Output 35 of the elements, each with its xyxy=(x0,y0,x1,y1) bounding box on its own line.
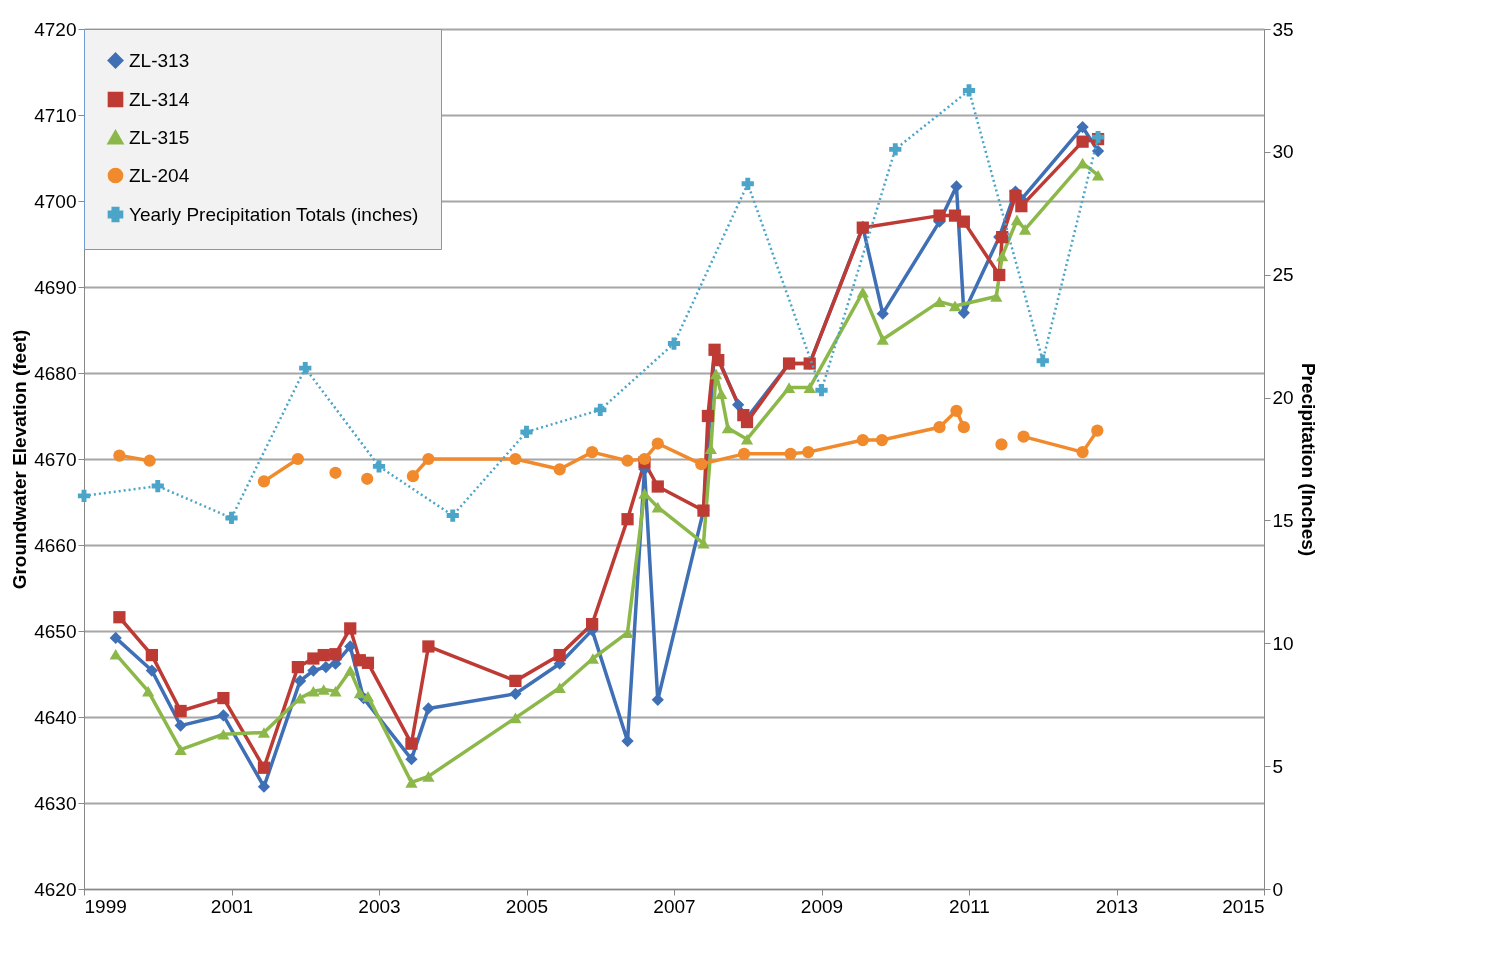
y-tick-label: 4630 xyxy=(34,792,77,814)
y-tick-label: 4650 xyxy=(34,620,77,642)
x-tick-label: 2015 xyxy=(1222,895,1265,917)
x-tick-label: 2005 xyxy=(505,895,549,917)
y2-tick-label: 20 xyxy=(1272,387,1294,409)
y2-tick-label: 30 xyxy=(1272,141,1294,163)
legend-label: ZL-313 xyxy=(129,49,190,71)
y2-tick-label: 5 xyxy=(1272,755,1284,777)
y-tick-label: 4640 xyxy=(34,706,77,728)
y2-tick-label: 25 xyxy=(1272,264,1294,286)
y-tick-label: 4700 xyxy=(34,190,77,212)
x-tick-label: 2013 xyxy=(1095,895,1139,917)
y2-axis-title: Precipitation (Inches) xyxy=(1297,362,1319,557)
legend-label: ZL-204 xyxy=(129,164,190,186)
x-tick-label: 2001 xyxy=(210,895,254,917)
x-tick-label: 2009 xyxy=(800,895,844,917)
y-axis-title: Groundwater Elevation (feet) xyxy=(9,329,31,590)
y2-tick-label: 35 xyxy=(1272,18,1294,40)
legend-label: ZL-315 xyxy=(129,126,190,148)
y2-tick-label: 0 xyxy=(1272,878,1284,900)
y-tick-label: 4710 xyxy=(34,104,77,126)
x-tick-label: 2003 xyxy=(358,895,401,917)
y-tick-label: 4720 xyxy=(34,18,77,40)
y-tick-label: 4670 xyxy=(34,448,77,470)
y-tick-label: 4690 xyxy=(34,276,77,298)
x-tick-label: 1999 xyxy=(84,895,127,917)
x-tick-label: 2011 xyxy=(949,895,990,917)
y-tick-label: 4680 xyxy=(34,362,77,384)
legend-label: Yearly Precipitation Totals (inches) xyxy=(129,203,419,225)
y-tick-label: 4660 xyxy=(34,534,77,556)
y-tick-label: 4620 xyxy=(34,878,77,900)
legend-label: ZL-314 xyxy=(129,88,190,110)
y2-tick-label: 10 xyxy=(1272,632,1294,654)
y2-tick-label: 15 xyxy=(1272,509,1294,531)
x-tick-label: 2007 xyxy=(653,895,696,917)
